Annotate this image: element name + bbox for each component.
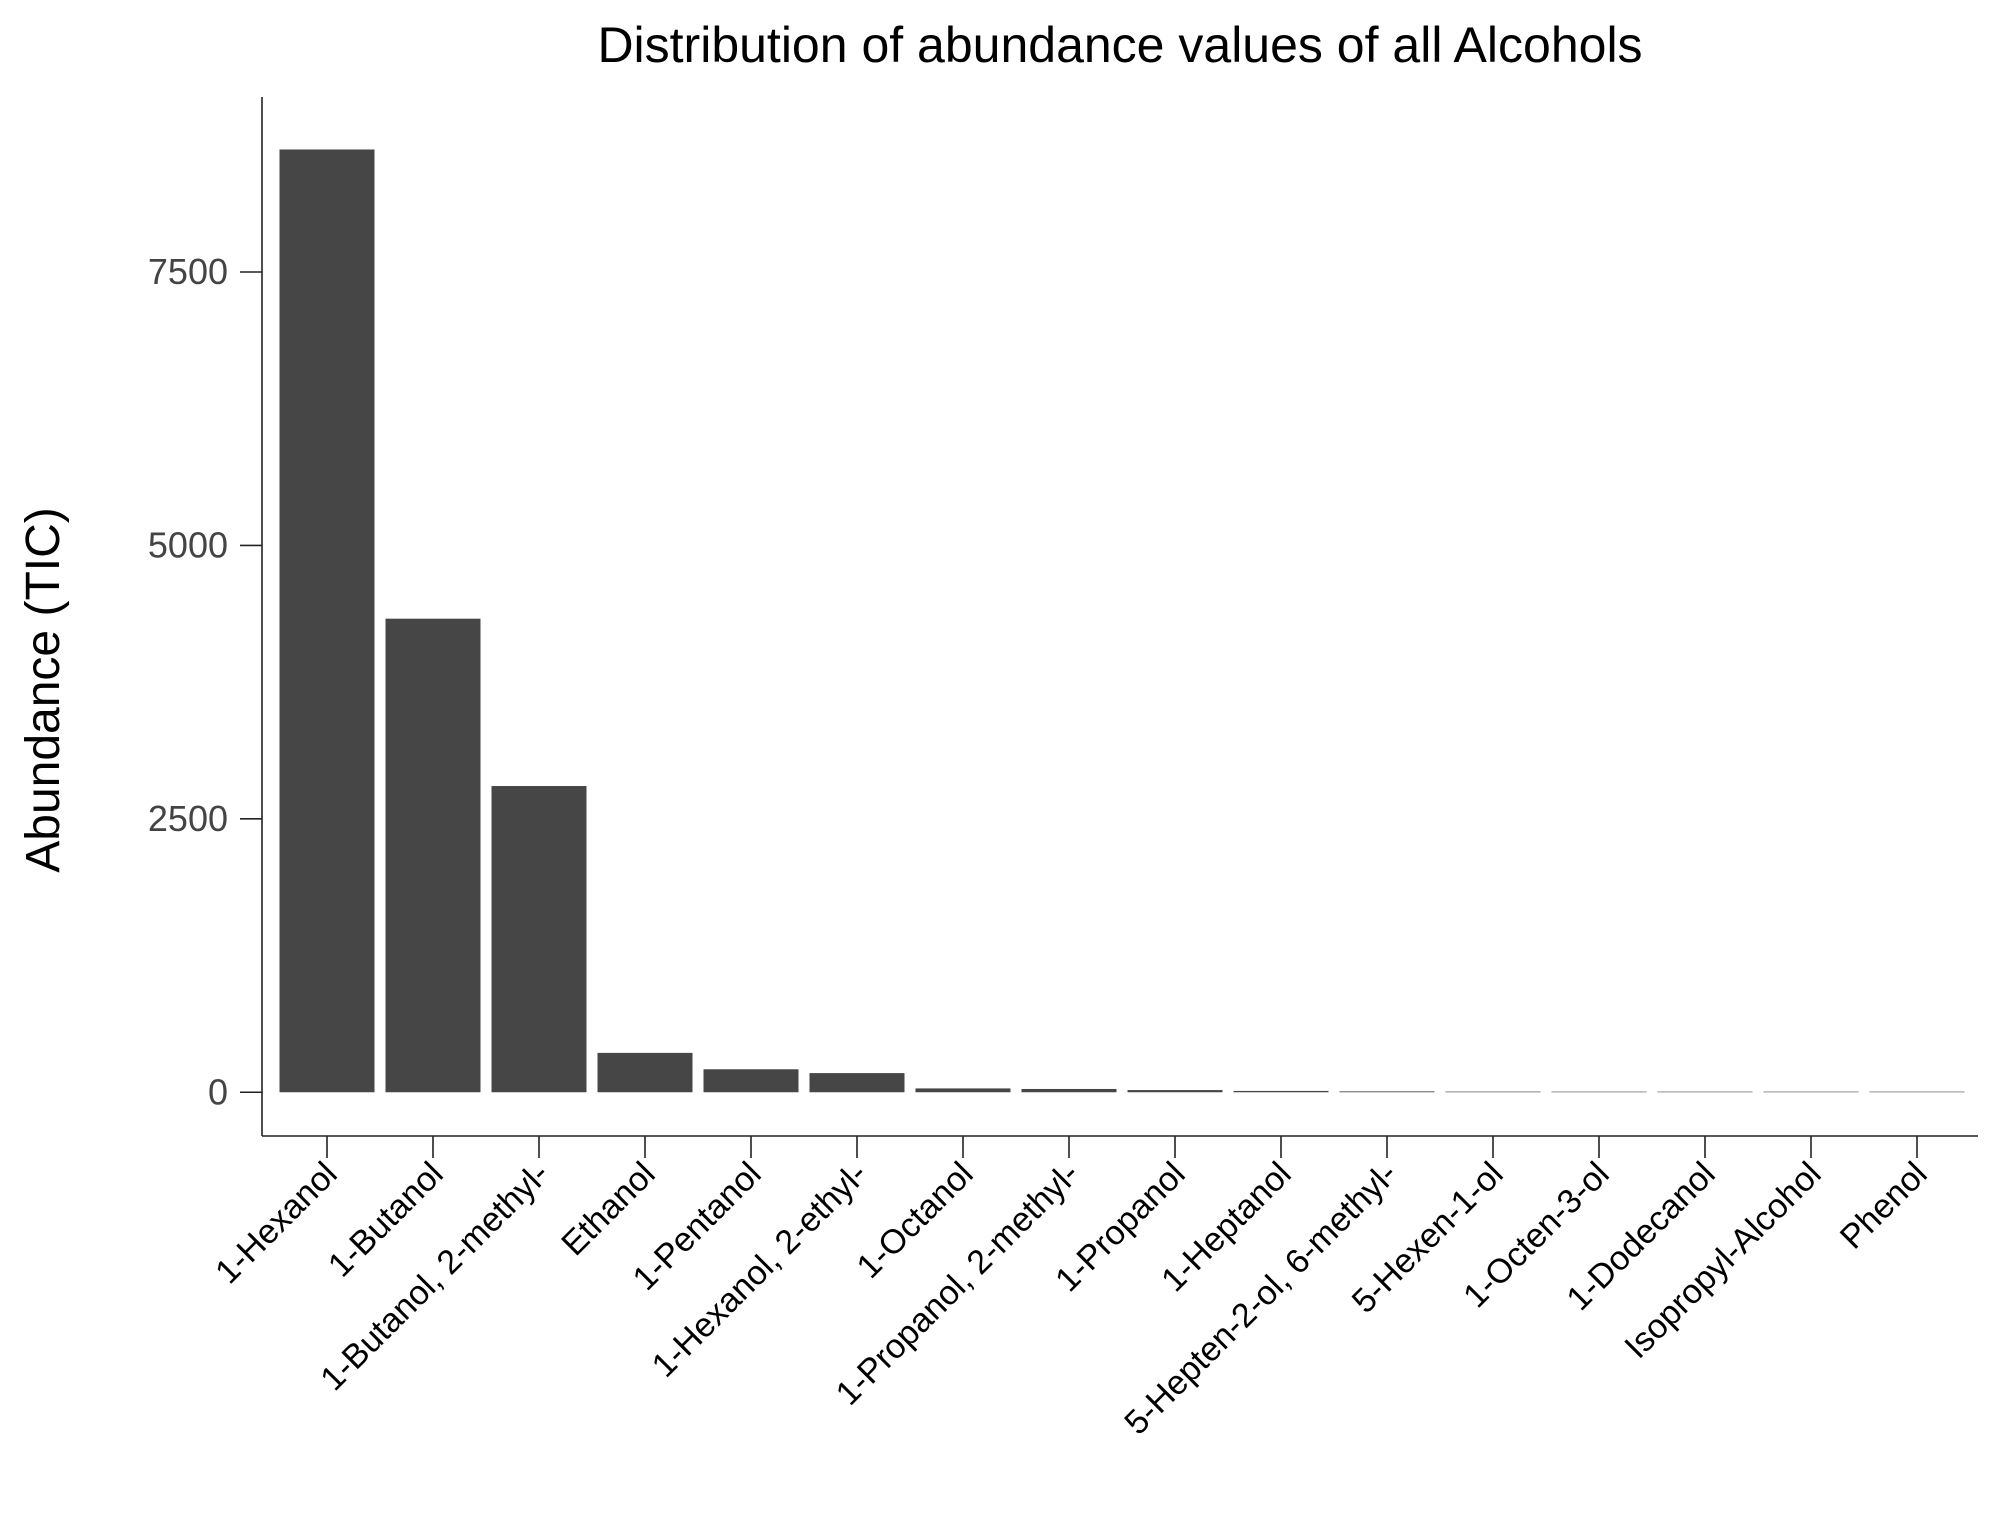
y-tick-label: 0 [208,1071,228,1112]
bar [491,786,587,1093]
y-axis-label: Abundance (TIC) [17,507,70,873]
y-tick-label: 5000 [148,524,228,565]
bar [703,1069,799,1093]
bar [915,1088,1011,1093]
bar [1445,1091,1541,1093]
bar [1127,1090,1223,1093]
bar [597,1052,693,1093]
y-tick-label: 2500 [148,798,228,839]
y-tick-label: 7500 [148,251,228,292]
bar [1551,1091,1647,1093]
bar [385,618,481,1093]
x-tick-label: Isopropyl-Alcohol [1617,1155,1828,1366]
bar [279,149,375,1093]
plot-area: 02500500075001-Hexanol1-Butanol1-Butanol… [148,97,1978,1442]
bar [1021,1088,1117,1093]
bar [1657,1091,1753,1093]
bar [1339,1091,1435,1093]
chart-title: Distribution of abundance values of all … [597,17,1642,73]
x-tick-label: Ethanol [554,1155,662,1263]
bar [1233,1090,1329,1093]
bar [1763,1091,1859,1093]
bar [809,1073,905,1093]
x-tick-label: 1-Hexanol [208,1155,344,1291]
x-tick-label: Phenol [1833,1155,1935,1257]
bar [1869,1091,1965,1093]
